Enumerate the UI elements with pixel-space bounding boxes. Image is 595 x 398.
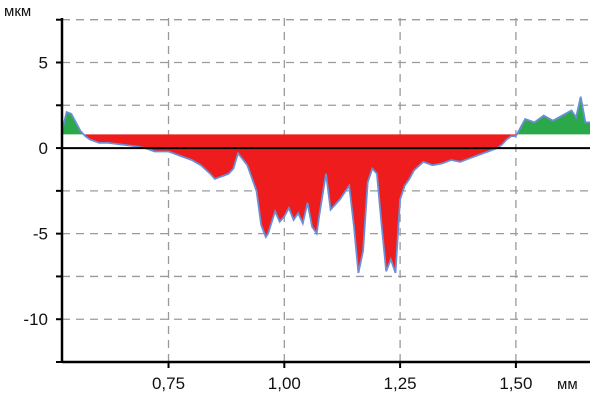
x-tick-label: 1,25 [384,374,417,393]
profile-curve [61,96,590,274]
y-tick-label: -5 [33,225,48,244]
x-axis-unit: мм [557,376,578,393]
area-below-reference [83,134,517,273]
x-tick-label: 0,75 [152,374,185,393]
tick-labels: 5 0 -5 -10 0,75 1,00 1,25 1,50 мкм мм [4,3,578,393]
axes [56,18,590,368]
profile-line [61,96,590,274]
profile-fill [62,96,590,273]
y-tick-label: 0 [39,139,48,158]
area-above-reference [516,96,590,135]
grid [62,18,590,362]
x-tick-label: 1,00 [268,374,301,393]
area-above-reference [62,112,84,135]
y-tick-label: 5 [39,53,48,72]
x-tick-label: 1,50 [499,374,532,393]
y-axis-unit: мкм [4,3,31,20]
y-tick-label: -10 [23,310,48,329]
